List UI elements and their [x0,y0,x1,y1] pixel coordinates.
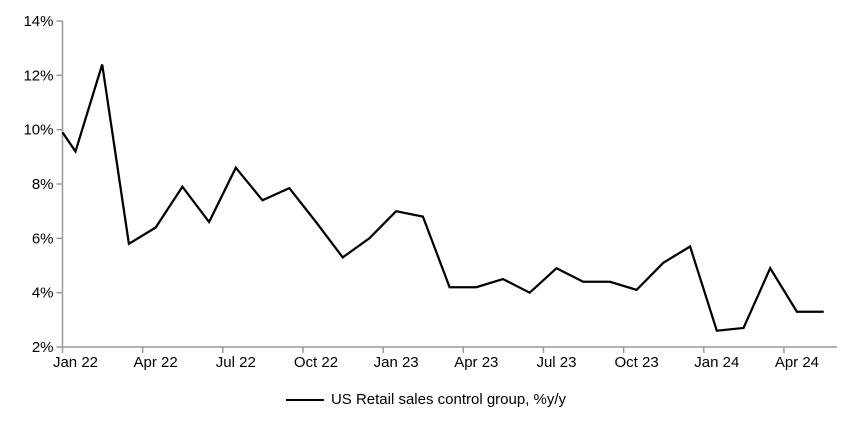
x-tick-label: Jan 22 [53,354,98,371]
axes [61,21,837,348]
x-tick-label: Apr 22 [134,354,178,371]
x-tick-label: Jul 23 [536,354,576,371]
y-tick-label: 8% [32,176,54,193]
y-tick-label: 2% [32,339,54,356]
x-tick-label: Apr 23 [454,354,498,371]
legend-line-sample [285,398,324,401]
legend: US Retail sales control group, %y/y [0,391,852,408]
legend-label: US Retail sales control group, %y/y [330,391,567,408]
y-tick-label: 12% [23,67,53,84]
x-tick-label: Jul 22 [216,354,256,371]
data-line [61,64,824,332]
x-tick-label: Oct 22 [294,354,338,371]
x-tick-label: Jan 24 [694,354,739,371]
x-tick-label: Jan 23 [374,354,419,371]
y-tick-label: 4% [32,285,54,302]
x-tick-label: Oct 23 [615,354,659,371]
x-tick-label: Apr 24 [775,354,819,371]
y-tick-label: 6% [32,230,54,247]
y-tick-label: 14% [23,13,53,30]
y-tick-label: 10% [23,122,53,139]
